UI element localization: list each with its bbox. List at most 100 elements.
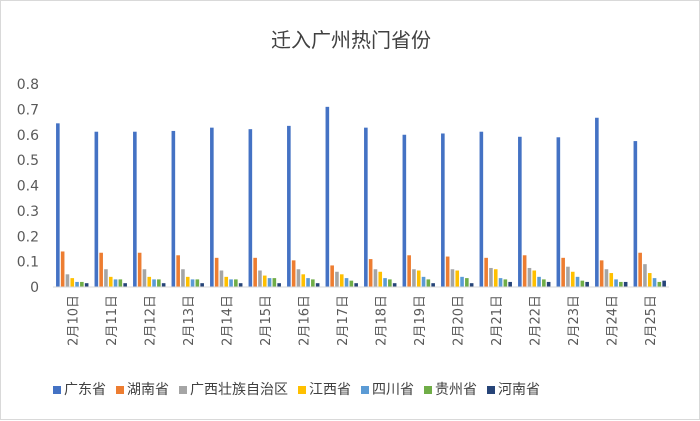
legend-item: 贵州省 [424, 382, 477, 398]
bar [195, 279, 200, 287]
bar [580, 280, 585, 287]
bar [248, 129, 253, 287]
bar [80, 281, 84, 287]
x-axis: 2月10日 2月11日 2月12日 2月13日 2月14日 2月15日 2月16日 2月17日… [53, 286, 669, 346]
bar [392, 283, 397, 287]
legend-label: 河南省 [498, 382, 540, 398]
bar [373, 269, 378, 287]
bar [638, 252, 642, 287]
bar [412, 269, 416, 287]
legend-swatch [179, 386, 187, 394]
legend-label: 湖南省 [127, 382, 169, 398]
bar [306, 278, 310, 287]
bar [402, 134, 407, 287]
bar [469, 283, 474, 287]
bar [431, 283, 435, 287]
bar [70, 278, 75, 287]
x-tick-label: 2月13日 [182, 295, 197, 346]
legend-swatch [298, 386, 306, 394]
bar [585, 281, 589, 287]
x-tick-label: 2月24日 [605, 295, 620, 346]
bar [296, 269, 301, 287]
x-tick-label: 2月21日 [490, 295, 505, 346]
bar [287, 125, 291, 288]
bar [450, 269, 455, 287]
bar [421, 276, 426, 287]
legend-label: 江西省 [309, 382, 351, 398]
bar [599, 260, 604, 287]
x-tick-label: 2月15日 [259, 295, 274, 346]
legend-swatch [361, 386, 369, 394]
bar [354, 283, 358, 287]
y-axis: 0 0.1 0.2 0.3 0.4 0.5 0.6 0.7 0.8 [17, 77, 39, 296]
bar [498, 278, 503, 287]
bar [104, 269, 108, 287]
bar [652, 278, 657, 287]
legend-item: 广西壮族自治区 [179, 382, 288, 398]
x-tick-label: 2月23日 [567, 295, 582, 346]
bar [123, 283, 127, 287]
legend-label: 贵州省 [435, 382, 477, 398]
bar [416, 270, 421, 287]
bar [575, 276, 580, 287]
legend-item: 湖南省 [116, 382, 169, 398]
bar [388, 279, 392, 287]
bar [570, 271, 575, 287]
bar [200, 283, 204, 287]
bar [301, 274, 306, 287]
bar [368, 259, 373, 287]
bar [238, 283, 243, 287]
bar [161, 283, 166, 287]
bar [445, 256, 450, 287]
bar [623, 281, 628, 287]
bar [465, 278, 469, 287]
bar [311, 279, 315, 287]
legend-label: 广东省 [64, 382, 106, 398]
bar [518, 136, 522, 287]
bar [229, 279, 233, 287]
bar [210, 127, 214, 288]
bar [185, 276, 190, 287]
bar [556, 137, 561, 287]
y-tick-label: 0.2 [17, 229, 39, 245]
bar [595, 117, 599, 287]
bar [657, 281, 662, 287]
bar [99, 252, 103, 287]
legend-label: 广西壮族自治区 [190, 382, 288, 398]
bar [604, 269, 609, 287]
bar [522, 255, 527, 287]
bar [75, 281, 79, 287]
bar [335, 271, 339, 287]
bar [253, 257, 257, 287]
y-tick-label: 0.1 [17, 255, 39, 271]
bar [619, 281, 623, 287]
bar [503, 279, 508, 287]
bar [94, 131, 99, 287]
bar [614, 279, 618, 287]
legend-item: 江西省 [298, 382, 351, 398]
bar [108, 276, 113, 287]
x-tick-label: 2月22日 [528, 295, 543, 346]
y-tick-label: 0 [30, 280, 39, 296]
bar [455, 270, 460, 287]
bar [378, 271, 383, 287]
bar [339, 274, 344, 287]
bar [190, 279, 195, 287]
y-tick-label: 0.5 [17, 153, 39, 169]
x-tick-label: 2月11日 [105, 295, 120, 346]
bar [479, 131, 484, 287]
legend-item: 广东省 [53, 382, 106, 398]
bar [142, 269, 147, 287]
bar [537, 276, 541, 287]
bar [258, 270, 262, 287]
bar [643, 264, 647, 287]
bar [542, 279, 546, 287]
legend-item: 四川省 [361, 382, 414, 398]
x-tick-label: 2月18日 [374, 295, 389, 346]
bar [662, 280, 666, 287]
bar [441, 133, 445, 287]
bar [383, 278, 387, 287]
x-tick-label: 2月20日 [451, 295, 466, 346]
bar [484, 257, 488, 287]
